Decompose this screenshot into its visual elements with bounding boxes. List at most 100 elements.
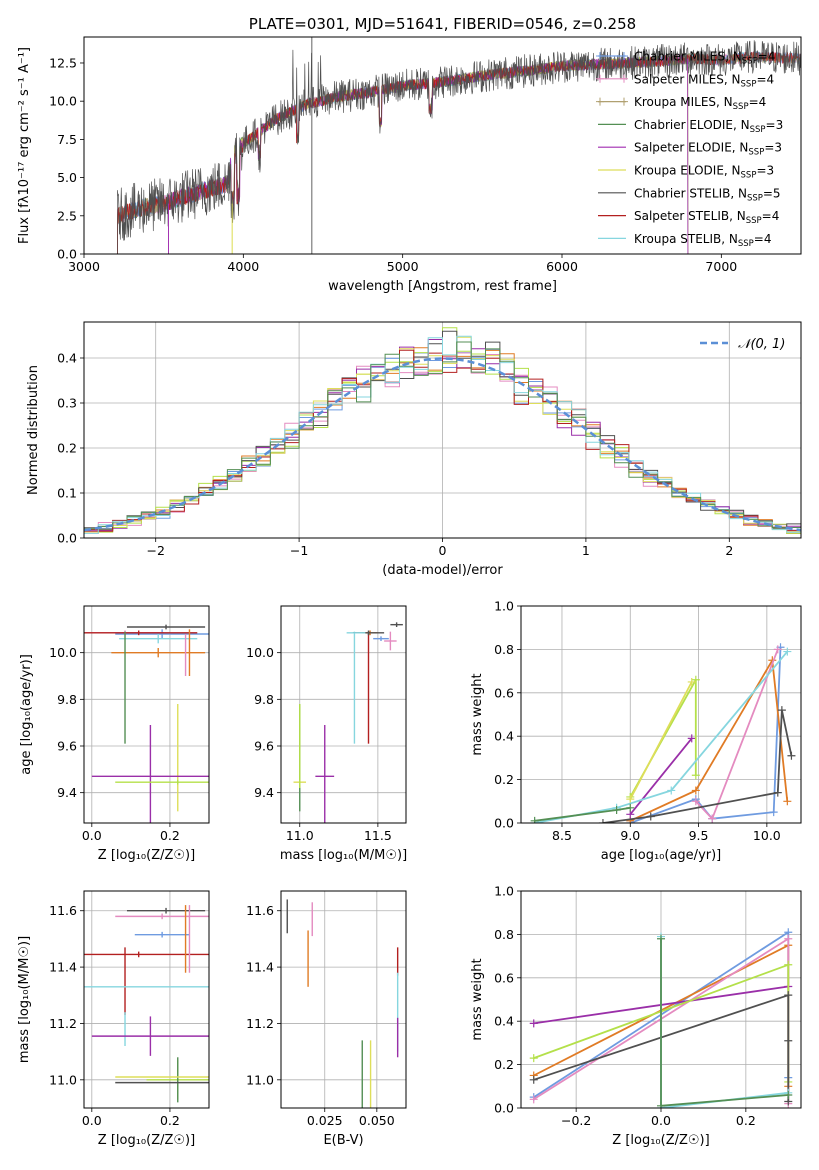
weight-marker-6-4 bbox=[787, 751, 796, 760]
grid bbox=[84, 891, 209, 1108]
tick-label-y: 0.0 bbox=[57, 531, 77, 546]
axis-label-y: Flux [fλ10⁻¹⁷ erg cm⁻² s⁻¹ A⁻¹] bbox=[17, 47, 32, 244]
legend-subscript: SSP bbox=[738, 239, 754, 249]
legend-count: =3 bbox=[766, 118, 784, 132]
tick-label-y: 10.0 bbox=[49, 645, 77, 660]
axes-frame bbox=[280, 605, 407, 824]
axes-frame bbox=[83, 36, 802, 255]
tick-label-x: 4000 bbox=[227, 259, 259, 274]
tick-label-x: 0.0 bbox=[82, 1113, 102, 1128]
tick-label-y: 9.6 bbox=[57, 739, 77, 754]
weight-marker-2-0 bbox=[529, 1095, 538, 1104]
weight-marker-8-0 bbox=[530, 816, 539, 823]
tick-label-y: 11.0 bbox=[49, 1072, 77, 1087]
legend-count: =4 bbox=[754, 232, 772, 246]
tick-label-x: 0 bbox=[439, 543, 447, 558]
grid bbox=[521, 605, 801, 824]
tick-label-x: 1 bbox=[582, 543, 590, 558]
legend-marker-0 bbox=[596, 52, 628, 60]
tick-label-x: 0.2 bbox=[736, 1113, 756, 1128]
tick-label-y: 0.8 bbox=[494, 642, 514, 657]
tick-label-y: 5.0 bbox=[57, 170, 77, 185]
weight-marker-4-1 bbox=[691, 675, 700, 684]
chart-title: PLATE=0301, MJD=51641, FIBERID=0546, z=0… bbox=[249, 15, 636, 33]
weight-marker-7-3 bbox=[783, 647, 792, 656]
legend-label-8: Kroupa STELIB, NSSP=4 bbox=[634, 232, 772, 249]
weight-marker-2-1 bbox=[708, 814, 717, 823]
weight-marker-1-3 bbox=[783, 797, 792, 806]
histogram-9 bbox=[84, 341, 801, 530]
grid bbox=[281, 891, 406, 1108]
legend-count: =4 bbox=[758, 50, 776, 64]
tick-label-y: 0.4 bbox=[494, 1014, 514, 1029]
legend-subscript: SSP bbox=[746, 216, 762, 226]
axis-label-x: wavelength [Angstrom, rest frame] bbox=[328, 279, 557, 294]
weight-line-3 bbox=[629, 737, 693, 815]
tick-label-x: 7000 bbox=[705, 259, 737, 274]
weight-marker-7-0 bbox=[657, 934, 665, 943]
tick-label-y: 1.0 bbox=[494, 599, 514, 614]
legend-subscript: SSP bbox=[750, 125, 766, 135]
legend-subscript: SSP bbox=[741, 171, 757, 181]
weight-marker-7-1 bbox=[657, 1101, 665, 1108]
weight-marker-6-2 bbox=[773, 788, 782, 797]
tick-label-y: 2.5 bbox=[57, 208, 77, 223]
plot-area bbox=[117, 37, 801, 254]
legend-subscript: SSP bbox=[742, 57, 758, 67]
tick-label-y: 9.8 bbox=[57, 692, 77, 707]
axes-age_vs_Z: 0.0 0.2 9.4 9.6 9.8 10.0 Z [log₁₀(Z/Z☉)] age [l… bbox=[19, 605, 210, 863]
tick-label-x: 6000 bbox=[546, 259, 578, 274]
legend-label-7: Salpeter STELIB, NSSP=4 bbox=[634, 209, 779, 226]
legend-label-4: Salpeter ELODIE, NSSP=3 bbox=[634, 141, 782, 158]
legend-label-1: Salpeter MILES, NSSP=4 bbox=[634, 72, 774, 89]
legend-count: =3 bbox=[764, 141, 782, 155]
tick-label-y: 0.3 bbox=[57, 396, 77, 411]
legend-count: =4 bbox=[756, 72, 774, 86]
legend-marker-1 bbox=[596, 74, 628, 83]
legend-subscript: SSP bbox=[748, 148, 764, 158]
legend-count: =4 bbox=[762, 209, 780, 223]
legend-marker-2 bbox=[596, 97, 628, 106]
weight-marker-4-0 bbox=[529, 1054, 538, 1063]
tick-label-x: 0.0 bbox=[82, 828, 102, 843]
legend-label-6: Chabrier STELIB, NSSP=5 bbox=[634, 186, 781, 203]
tick-label-y: 11.4 bbox=[246, 960, 274, 975]
weight-marker-7-2 bbox=[784, 1090, 793, 1099]
tick-label-y: 9.4 bbox=[254, 785, 274, 800]
tick-label-x: 11.5 bbox=[364, 828, 392, 843]
weight-line-7 bbox=[660, 938, 789, 1107]
legend-label-5: Kroupa ELODIE, NSSP=3 bbox=[634, 164, 774, 181]
tick-label-y: 0.2 bbox=[494, 772, 514, 787]
weight-line-1 bbox=[629, 659, 789, 822]
weight-marker-8-1 bbox=[612, 805, 621, 814]
tick-label-y: 0.8 bbox=[494, 927, 514, 942]
axis-label-y: mass weight bbox=[470, 958, 485, 1040]
axes-weight_vs_age: 8.5 9.0 9.5 10.0 0.0 0.2 0.4 0.6 0.8 1.0 age [log₁… bbox=[470, 599, 802, 863]
tick-label-x: −0.2 bbox=[561, 1113, 591, 1128]
tick-label-y: 0.6 bbox=[494, 970, 514, 985]
tick-label-x: 0.025 bbox=[307, 1113, 343, 1128]
weight-line-5 bbox=[629, 681, 693, 800]
tick-label-x: −1 bbox=[290, 543, 308, 558]
axes-frame bbox=[83, 321, 802, 539]
tick-label-x: 2 bbox=[725, 543, 733, 558]
weight-line-6 bbox=[602, 709, 793, 823]
tick-label-x: 5000 bbox=[387, 259, 419, 274]
axes-frame bbox=[520, 890, 802, 1109]
weight-marker-5-2 bbox=[784, 1036, 793, 1045]
axis-label-x: Z [log₁₀(Z/Z☉)] bbox=[98, 848, 195, 863]
axis-label-x: mass [log₁₀(M/M☉)] bbox=[280, 848, 407, 863]
tick-label-y: 0.6 bbox=[494, 685, 514, 700]
tick-label-y: 0.0 bbox=[57, 247, 77, 262]
tick-label-x: 0.050 bbox=[359, 1113, 395, 1128]
weight-line-2 bbox=[695, 649, 779, 820]
tick-label-y: 0.0 bbox=[494, 816, 514, 831]
plot-area bbox=[529, 928, 793, 1108]
tick-label-y: 9.6 bbox=[254, 739, 274, 754]
tick-label-y: 0.4 bbox=[57, 351, 77, 366]
tick-label-x: 8.5 bbox=[552, 828, 572, 843]
tick-label-y: 11.2 bbox=[246, 1016, 274, 1031]
tick-label-x: −2 bbox=[146, 543, 164, 558]
weight-marker-4-2 bbox=[691, 771, 700, 780]
